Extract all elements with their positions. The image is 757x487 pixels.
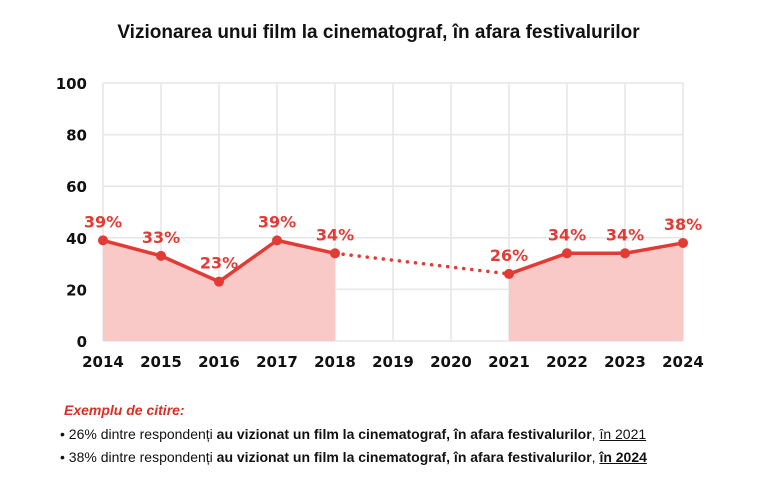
reading-example: Exemplu de citire: • 26% dintre responde… bbox=[60, 402, 750, 472]
reading-example-heading: Exemplu de citire: bbox=[64, 402, 185, 418]
area-fill bbox=[509, 242, 683, 341]
x-tick-label: 2017 bbox=[256, 353, 298, 371]
data-label: 38% bbox=[664, 215, 702, 234]
x-axis-ticks: 2014 2015 2016 2017 2018 2019 2020 2021 2022 2023… bbox=[82, 353, 704, 371]
x-tick-label: 2019 bbox=[372, 353, 414, 371]
x-tick-label: 2016 bbox=[198, 353, 240, 371]
x-tick-label: 2024 bbox=[662, 353, 704, 371]
gap-dotted-line bbox=[333, 251, 511, 276]
data-point bbox=[620, 248, 630, 259]
data-label: 33% bbox=[142, 228, 180, 247]
data-label: 34% bbox=[548, 225, 586, 244]
data-label: 39% bbox=[258, 212, 296, 231]
x-tick-label: 2014 bbox=[82, 353, 124, 371]
y-tick-label: 60 bbox=[66, 178, 87, 196]
note-bold-text: au vizionat un film la cinematograf, în … bbox=[216, 449, 592, 465]
y-tick-label: 100 bbox=[56, 75, 87, 93]
data-label: 23% bbox=[200, 254, 238, 273]
reading-example-line-2: • 38% dintre respondenți au vizionat un … bbox=[60, 449, 750, 465]
y-tick-label: 80 bbox=[66, 127, 87, 145]
note-text: 38% dintre respondenți bbox=[68, 449, 217, 465]
note-separator: , bbox=[591, 426, 600, 442]
x-tick-label: 2018 bbox=[314, 353, 356, 371]
x-tick-label: 2015 bbox=[140, 353, 182, 371]
x-tick-label: 2020 bbox=[430, 353, 472, 371]
data-label: 34% bbox=[316, 225, 354, 244]
data-point bbox=[678, 237, 688, 248]
data-point bbox=[214, 276, 224, 287]
area-fill bbox=[103, 240, 335, 341]
y-tick-label: 20 bbox=[66, 281, 87, 299]
data-point bbox=[98, 235, 108, 246]
data-points bbox=[98, 235, 688, 287]
y-tick-label: 40 bbox=[66, 230, 87, 248]
x-tick-label: 2022 bbox=[546, 353, 588, 371]
bullet: • bbox=[60, 449, 65, 465]
chart-title: Vizionarea unui film la cinematograf, în… bbox=[117, 22, 640, 43]
y-tick-label: 0 bbox=[77, 333, 87, 351]
data-point bbox=[330, 248, 340, 259]
data-label: 34% bbox=[606, 225, 644, 244]
x-tick-label: 2021 bbox=[488, 353, 530, 371]
data-point bbox=[504, 268, 514, 279]
data-point bbox=[156, 250, 166, 261]
chart: 39% 33% 23% 39% 34% 26% 34% 34% 38% 0 20 40 60 80 100… bbox=[56, 75, 704, 371]
data-labels: 39% 33% 23% 39% 34% 26% 34% 34% 38% bbox=[84, 212, 702, 272]
area-fills bbox=[103, 240, 683, 341]
note-year: în 2021 bbox=[599, 426, 647, 442]
note-text: 26% dintre respondenți bbox=[68, 426, 217, 442]
data-point bbox=[272, 235, 282, 246]
reading-example-line-1: • 26% dintre respondenți au vizionat un … bbox=[60, 426, 750, 442]
x-tick-label: 2023 bbox=[604, 353, 646, 371]
note-bold-text: au vizionat un film la cinematograf, în … bbox=[216, 426, 592, 442]
data-point bbox=[562, 248, 572, 259]
bullet: • bbox=[60, 426, 65, 442]
data-label: 39% bbox=[84, 212, 122, 231]
series-line bbox=[507, 241, 685, 276]
note-year: în 2024 bbox=[599, 449, 647, 465]
y-axis-ticks: 0 20 40 60 80 100 bbox=[56, 75, 87, 351]
note-separator: , bbox=[591, 449, 600, 465]
data-label: 26% bbox=[490, 246, 528, 265]
